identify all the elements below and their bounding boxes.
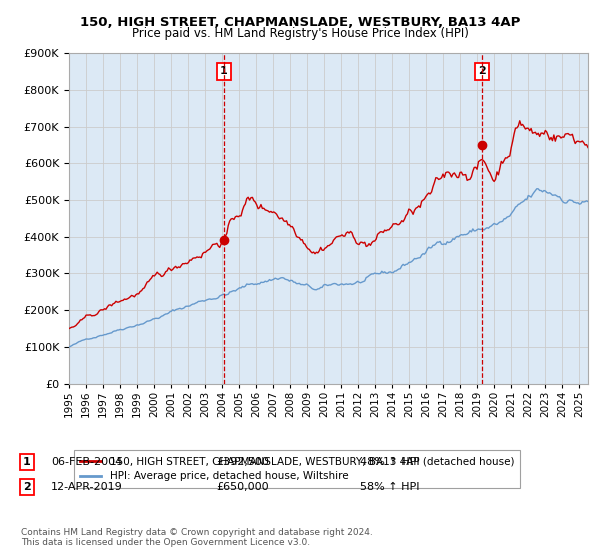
Text: 150, HIGH STREET, CHAPMANSLADE, WESTBURY, BA13 4AP: 150, HIGH STREET, CHAPMANSLADE, WESTBURY… xyxy=(80,16,520,29)
Text: 1: 1 xyxy=(23,457,31,467)
Text: £650,000: £650,000 xyxy=(216,482,269,492)
Text: 1: 1 xyxy=(220,67,228,76)
Legend: 150, HIGH STREET, CHAPMANSLADE, WESTBURY, BA13 4AP (detached house), HPI: Averag: 150, HIGH STREET, CHAPMANSLADE, WESTBURY… xyxy=(74,450,520,488)
Text: 58% ↑ HPI: 58% ↑ HPI xyxy=(360,482,419,492)
Text: £392,500: £392,500 xyxy=(216,457,269,467)
Text: 06-FEB-2004: 06-FEB-2004 xyxy=(51,457,122,467)
Text: Price paid vs. HM Land Registry's House Price Index (HPI): Price paid vs. HM Land Registry's House … xyxy=(131,27,469,40)
Text: 2: 2 xyxy=(23,482,31,492)
Text: Contains HM Land Registry data © Crown copyright and database right 2024.
This d: Contains HM Land Registry data © Crown c… xyxy=(21,528,373,547)
Text: 12-APR-2019: 12-APR-2019 xyxy=(51,482,123,492)
Text: 2: 2 xyxy=(478,67,486,76)
Text: 48% ↑ HPI: 48% ↑ HPI xyxy=(360,457,419,467)
